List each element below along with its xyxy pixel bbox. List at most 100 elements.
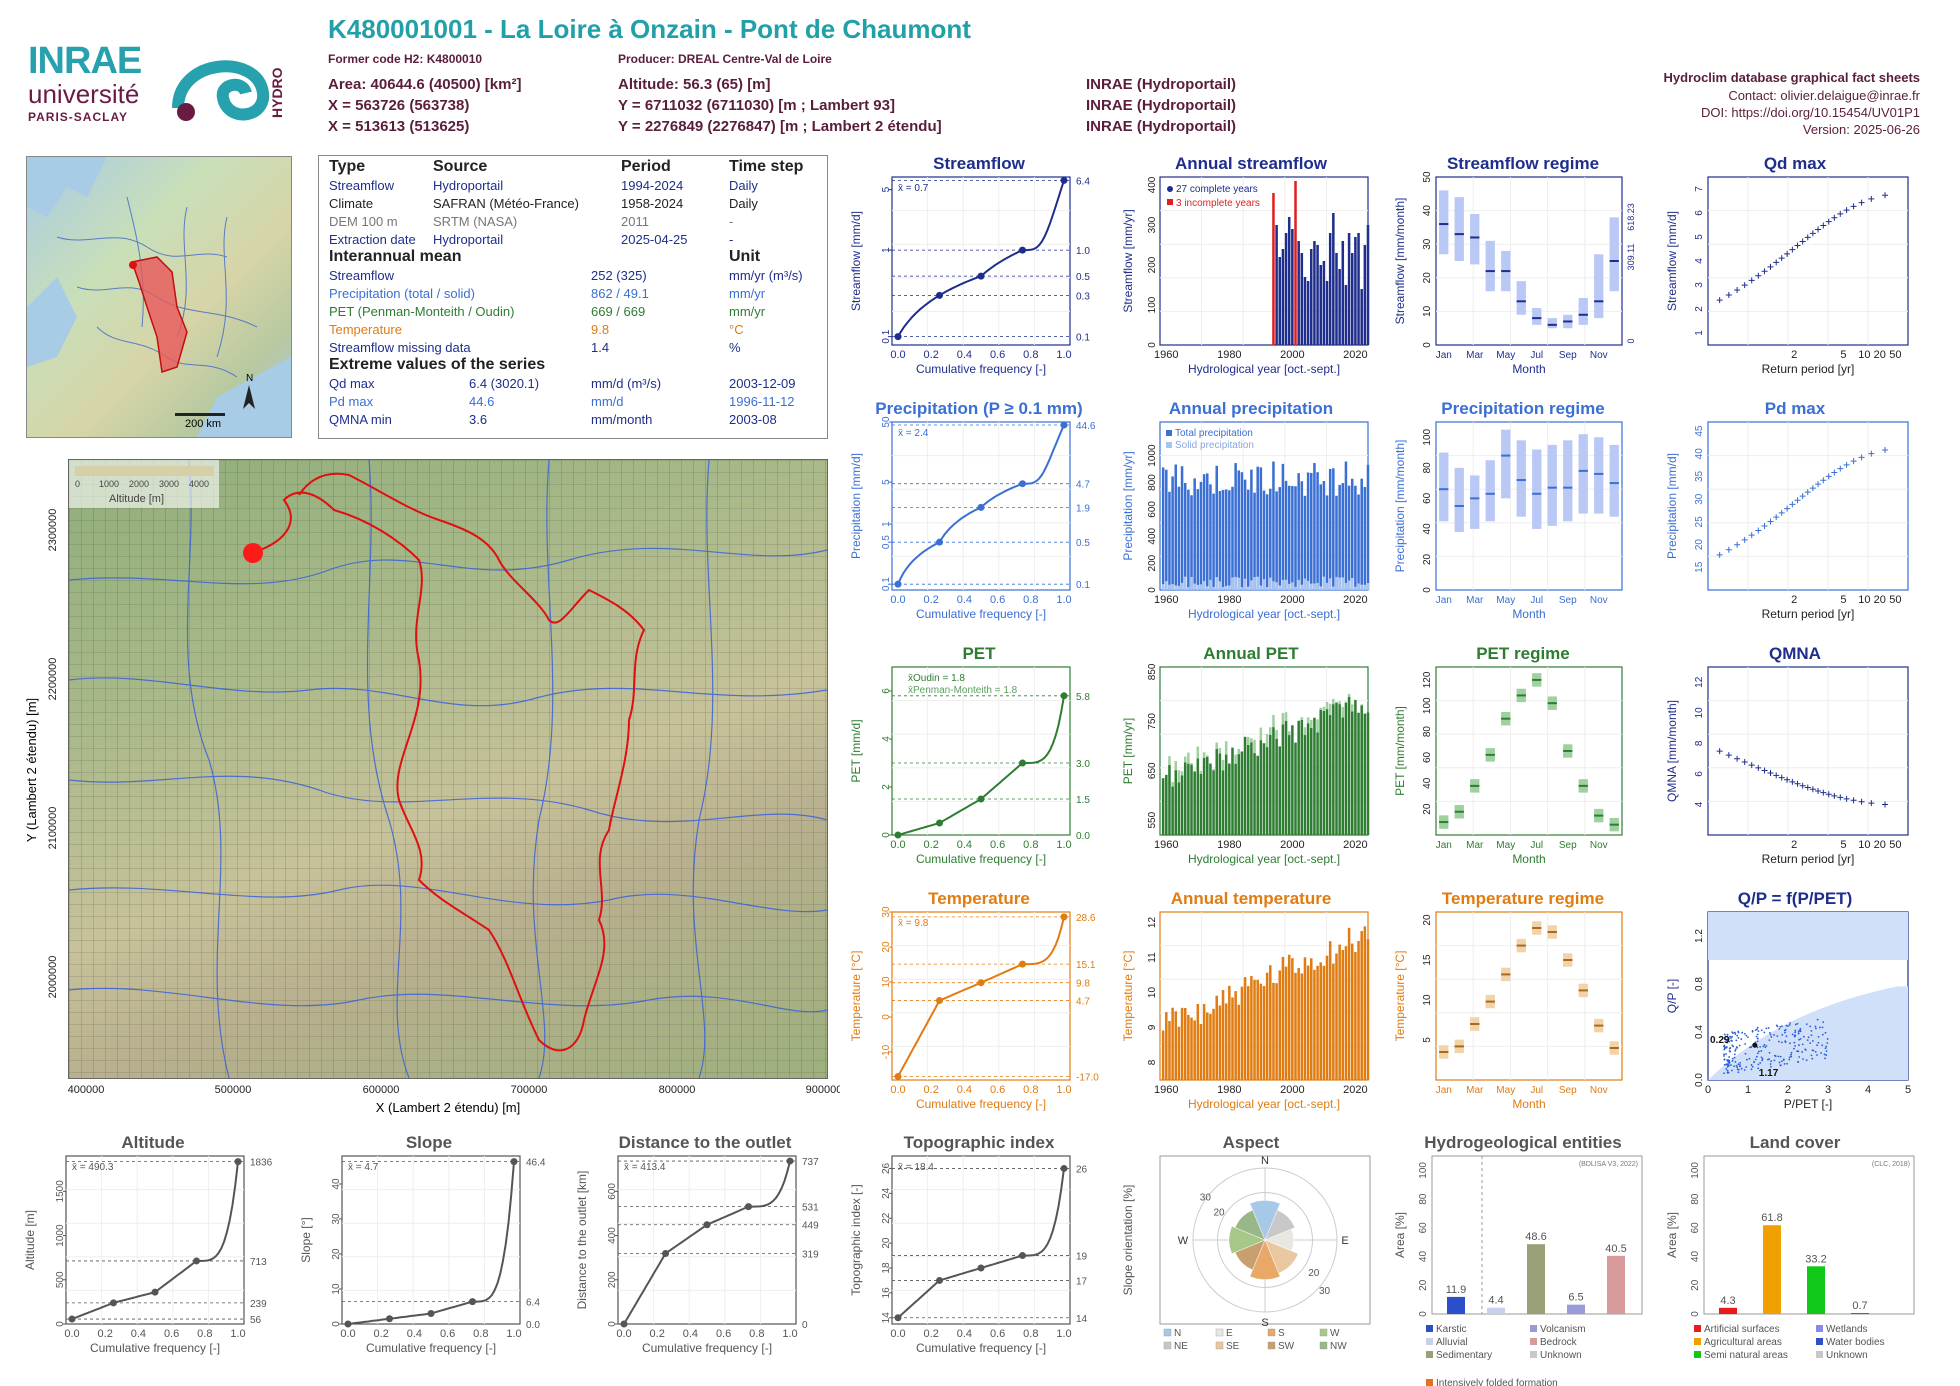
- qp-point: [1744, 1043, 1747, 1045]
- qp-point: [1756, 1040, 1759, 1043]
- bar-value-label: 6.5: [1568, 1292, 1583, 1304]
- annual-bar: [1338, 484, 1341, 590]
- annual-bar: [1221, 989, 1225, 1080]
- y-tick-label: 35: [1694, 470, 1705, 482]
- qp-point: [1761, 1059, 1764, 1062]
- annual-bar: [1272, 982, 1275, 1080]
- chart-title: QMNA: [1769, 645, 1821, 663]
- qp-point: [1738, 1044, 1741, 1047]
- x-tick-label: 50: [1889, 594, 1901, 606]
- extreme-point: [1741, 536, 1748, 543]
- x-tick-label: 2: [1791, 839, 1797, 851]
- y-tick-label: 20: [881, 1237, 892, 1249]
- legend-marker: [1167, 199, 1173, 205]
- qp-point: [1783, 1029, 1786, 1032]
- annual-bar: [1246, 744, 1250, 835]
- qp-point: [1810, 1054, 1813, 1057]
- annual-bar: [1171, 786, 1174, 835]
- annual-bar: [1161, 467, 1165, 590]
- annual-bar: [1177, 486, 1181, 590]
- area: Area: 40644.6 (40500) [km²]: [328, 76, 522, 93]
- x-tick-label: May: [1496, 350, 1515, 361]
- mean-label: Streamflow: [329, 268, 395, 283]
- pet-pm-bar: [1313, 717, 1316, 718]
- y-tick-label: 1: [881, 247, 892, 253]
- annual-bar: [1287, 485, 1291, 590]
- x-tick-label: 0.8: [1023, 839, 1038, 851]
- qp-point: [1756, 1033, 1759, 1036]
- x-axis-label: Cumulative frequency [-]: [366, 1341, 496, 1355]
- category-bar: [1851, 1312, 1869, 1314]
- extreme-point: [1748, 532, 1755, 539]
- regime-box: [1454, 467, 1464, 532]
- extreme-point: [1837, 794, 1844, 801]
- y-tick-label: 2: [1694, 306, 1705, 312]
- annual-bar: [1231, 747, 1234, 835]
- y-tick-label: 0.4: [1694, 1025, 1705, 1039]
- info-source: SRTM (NASA): [433, 214, 518, 229]
- x-axis-label: Cumulative frequency [-]: [90, 1341, 220, 1355]
- qp-point: [1737, 1068, 1740, 1071]
- qp-point: [1736, 1034, 1739, 1037]
- qp-point: [1799, 1037, 1802, 1040]
- right-tick-label: 1.5: [1076, 795, 1090, 806]
- extreme-point: [1837, 210, 1844, 217]
- x-tick-label: Jul: [1530, 350, 1543, 361]
- qp-point: [1769, 1033, 1772, 1036]
- qp-point: [1757, 1037, 1759, 1040]
- cdf-point: [936, 819, 943, 827]
- db-title: Hydroclim database graphical fact sheets: [1663, 70, 1920, 85]
- y-tick-label: 40: [1694, 448, 1705, 460]
- solid-precip-bar: [1165, 581, 1168, 590]
- annual-bar: [1300, 973, 1304, 1080]
- qp-point: [1802, 1035, 1805, 1038]
- legend-swatch: [1426, 1325, 1433, 1332]
- pet-pm-bar: [1215, 742, 1218, 750]
- y-axis-label: Slope [°]: [299, 1217, 313, 1263]
- annual-bar: [1215, 749, 1218, 835]
- qp-point: [1784, 1040, 1787, 1043]
- y-tick-label: 0: [1418, 1311, 1429, 1317]
- chart-qp_ppet: Q/P = f(P/PET) 0.29 1.17 0.0 0.4 0.8 1.2 0 1 2 3 4 5…: [1665, 890, 1911, 1111]
- x-tick-label: 0.4: [131, 1328, 146, 1340]
- qp-point: [1731, 1059, 1734, 1062]
- y-tick-label: 500: [55, 1271, 66, 1288]
- annual-bar: [1313, 969, 1316, 1080]
- annual-bar: [1256, 979, 1259, 1080]
- y-tick-label: 600: [607, 1183, 618, 1200]
- y-tick-label: 200: [607, 1271, 618, 1288]
- y-tick-label: 40: [1422, 777, 1433, 789]
- x-tick-label: 0.2: [924, 349, 939, 361]
- pet-pm-bar: [1269, 727, 1272, 735]
- qp-point: [1773, 1034, 1775, 1036]
- legend-swatch: [1267, 1328, 1276, 1337]
- annual-bar: [1174, 770, 1178, 835]
- x-tick-label: 20: [1874, 594, 1886, 606]
- pet-pm-bar: [1360, 704, 1363, 706]
- qp-point: [1779, 1055, 1782, 1058]
- legend-label: Agricultural areas: [1704, 1337, 1782, 1348]
- x-tick-label: 0.8: [749, 1328, 764, 1340]
- x-axis-label: Return period [yr]: [1762, 607, 1855, 621]
- mean-unit: mm/yr: [729, 286, 766, 301]
- x-tick-label: Jan: [1436, 350, 1452, 361]
- qp-point: [1729, 1046, 1732, 1049]
- chart-title: Annual precipitation: [1169, 400, 1333, 418]
- annual-bar: [1350, 253, 1354, 345]
- y-tick-label: 6: [1694, 771, 1705, 777]
- y-tick-label: 850: [1147, 663, 1158, 680]
- y-tick-label: 60: [1422, 751, 1433, 763]
- catchment-map-svg: 0 1000 2000 3000 4000 Altitude [m]: [69, 460, 827, 1078]
- extreme-unit: mm/month: [591, 412, 653, 427]
- category-bar: [1607, 1255, 1625, 1314]
- right-tick-label: 0: [1626, 338, 1636, 343]
- annual-bar: [1363, 926, 1367, 1080]
- annual-bar: [1306, 965, 1310, 1080]
- y-tick-label: 20: [1422, 914, 1433, 926]
- annual-bar: [1366, 225, 1370, 345]
- y-tick-label: 1: [1694, 330, 1705, 336]
- chart-annual_pet: Annual PET 550 650 750 850 1960 1980 2000 2020Hy…: [1121, 645, 1370, 866]
- source-3: INRAE (Hydroportail): [1086, 118, 1236, 135]
- y-tick-label: 550: [1147, 811, 1158, 828]
- annual-bar: [1350, 478, 1354, 590]
